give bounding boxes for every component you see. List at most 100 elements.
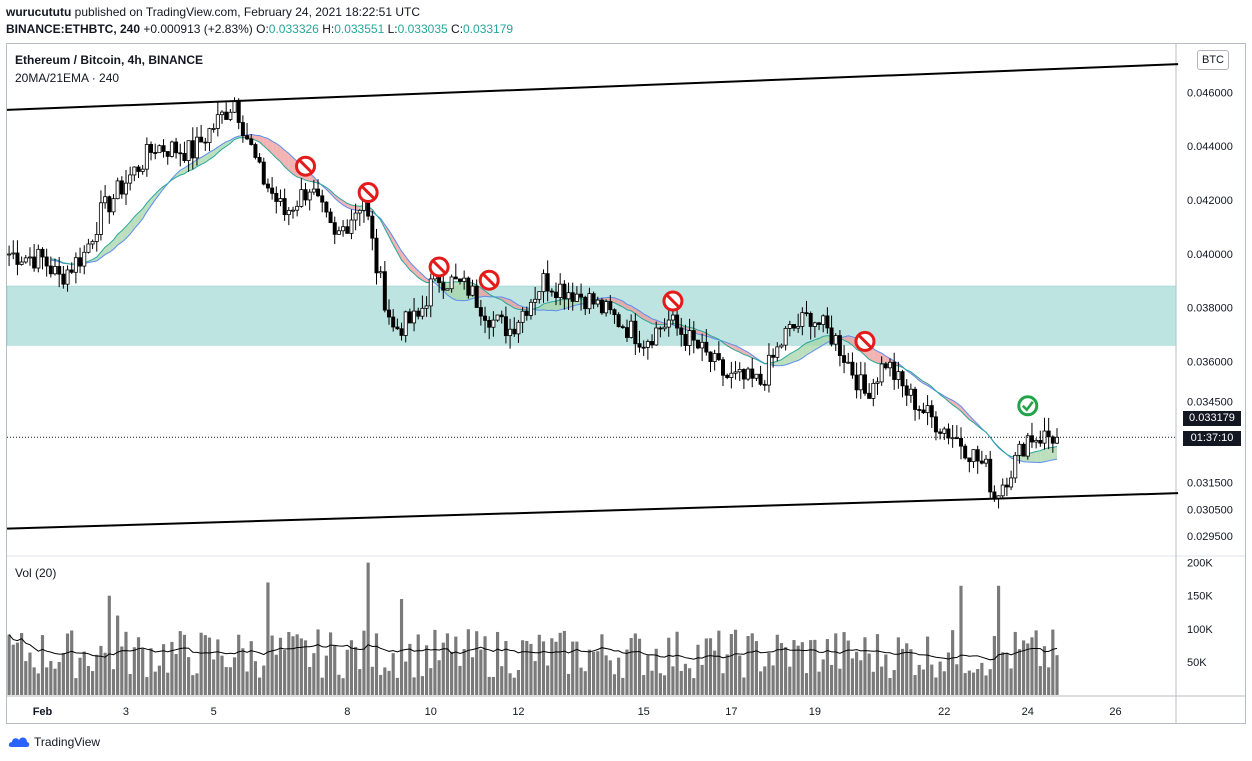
- candle-body: [182, 153, 187, 161]
- volume-bar: [976, 669, 980, 695]
- ma-cloud-segment: [355, 205, 360, 211]
- currency-button[interactable]: BTC: [1197, 50, 1229, 70]
- candle-body: [236, 101, 241, 123]
- author-name[interactable]: wurucututu: [6, 5, 72, 19]
- candle-body: [487, 319, 492, 328]
- candle-body: [821, 315, 826, 325]
- volume-bar: [900, 648, 905, 695]
- volume-bar: [713, 650, 717, 695]
- candle-body: [524, 310, 529, 316]
- candle-body: [1055, 436, 1059, 444]
- candle-body: [842, 355, 847, 363]
- volume-bar: [387, 670, 391, 695]
- ma-cloud-segment: [731, 344, 736, 351]
- volume-bar: [646, 655, 650, 695]
- candle-body: [278, 198, 283, 202]
- ma-cloud-segment: [739, 347, 744, 355]
- low-label: L:: [387, 22, 398, 36]
- candle-body: [913, 388, 918, 410]
- volume-bar: [875, 634, 880, 695]
- ma-cloud-segment: [960, 406, 966, 416]
- chart-frame: [6, 43, 1246, 724]
- volume-bar: [258, 677, 262, 695]
- volume-bar: [303, 640, 308, 695]
- volume-bar: [274, 654, 278, 695]
- ma-cloud-segment: [155, 189, 160, 200]
- volume-bar: [262, 665, 266, 695]
- candle-body: [265, 183, 270, 189]
- volume-bar: [658, 673, 662, 695]
- volume-ma-line: [8, 634, 1058, 661]
- tradingview-logo[interactable]: TradingView: [8, 735, 100, 749]
- volume-bar: [683, 663, 688, 695]
- candle-body: [637, 343, 642, 348]
- candle-body: [516, 321, 521, 335]
- candle-body: [328, 211, 333, 224]
- volume-bar: [40, 635, 45, 695]
- price-tick-label: 0.042000: [1187, 195, 1233, 207]
- price-tick-label: 0.030500: [1187, 504, 1233, 516]
- volume-bar: [612, 674, 617, 695]
- volume-bar: [454, 636, 458, 695]
- volume-bar: [888, 677, 892, 695]
- candle-body: [307, 191, 312, 201]
- candle-body: [599, 299, 604, 314]
- candle-body: [750, 368, 755, 379]
- candle-body: [387, 309, 391, 318]
- volume-bar: [341, 678, 345, 695]
- volume-bar: [717, 630, 721, 695]
- ma-cloud-segment: [272, 141, 277, 159]
- volume-bar: [926, 636, 930, 695]
- volume-bar: [232, 657, 237, 695]
- candle-body: [1000, 484, 1005, 497]
- candle-body: [1017, 443, 1022, 456]
- volume-bar: [829, 664, 834, 695]
- candle-body: [1029, 435, 1034, 443]
- volume-bar: [458, 665, 462, 695]
- volume-bar: [955, 664, 959, 695]
- candle-body: [7, 253, 12, 256]
- legend-indicator[interactable]: 20MA/21EMA · 240: [15, 71, 120, 85]
- volume-bar: [688, 668, 692, 695]
- volume-bar: [316, 629, 320, 695]
- candle-body: [1013, 454, 1018, 479]
- symbol-label: BINANCE:ETHBTC, 240: [6, 22, 141, 36]
- volume-bar: [650, 670, 654, 695]
- candle-body: [950, 437, 955, 440]
- candle-body: [320, 195, 325, 203]
- candle-body: [303, 189, 308, 201]
- candle-body: [541, 273, 546, 293]
- ma-cloud-segment: [414, 266, 419, 278]
- volume-bar: [996, 585, 1001, 695]
- volume-bar: [633, 633, 637, 695]
- price-tick-label: 0.046000: [1187, 87, 1233, 99]
- volume-bar: [541, 641, 546, 695]
- ma-cloud-segment: [814, 338, 820, 350]
- candle-body: [779, 344, 784, 348]
- ma-cloud-segment: [547, 301, 552, 311]
- volume-bar: [988, 669, 992, 695]
- volume-bar: [771, 665, 775, 695]
- volume-bar: [253, 661, 257, 695]
- volume-bar: [708, 638, 713, 695]
- rejection-icon-slash: [298, 159, 313, 174]
- ma-cloud-segment: [284, 150, 289, 171]
- ma-cloud-segment: [405, 256, 410, 270]
- volume-bar: [220, 655, 224, 695]
- candle-body: [90, 241, 95, 245]
- legend-volume[interactable]: Vol (20): [15, 566, 57, 580]
- volume-bar: [249, 641, 253, 695]
- volume-bar: [61, 652, 65, 695]
- volume-bar: [921, 669, 925, 695]
- candle-body: [336, 230, 341, 235]
- candle-body: [332, 222, 337, 235]
- volume-bar: [913, 675, 917, 695]
- candle-body: [78, 257, 83, 267]
- ma-cloud-segment: [806, 341, 811, 356]
- candle-body: [554, 291, 558, 298]
- ma-cloud-segment: [793, 349, 799, 362]
- candle-body: [691, 330, 696, 341]
- volume-bar: [704, 638, 708, 695]
- candle-body: [178, 152, 183, 155]
